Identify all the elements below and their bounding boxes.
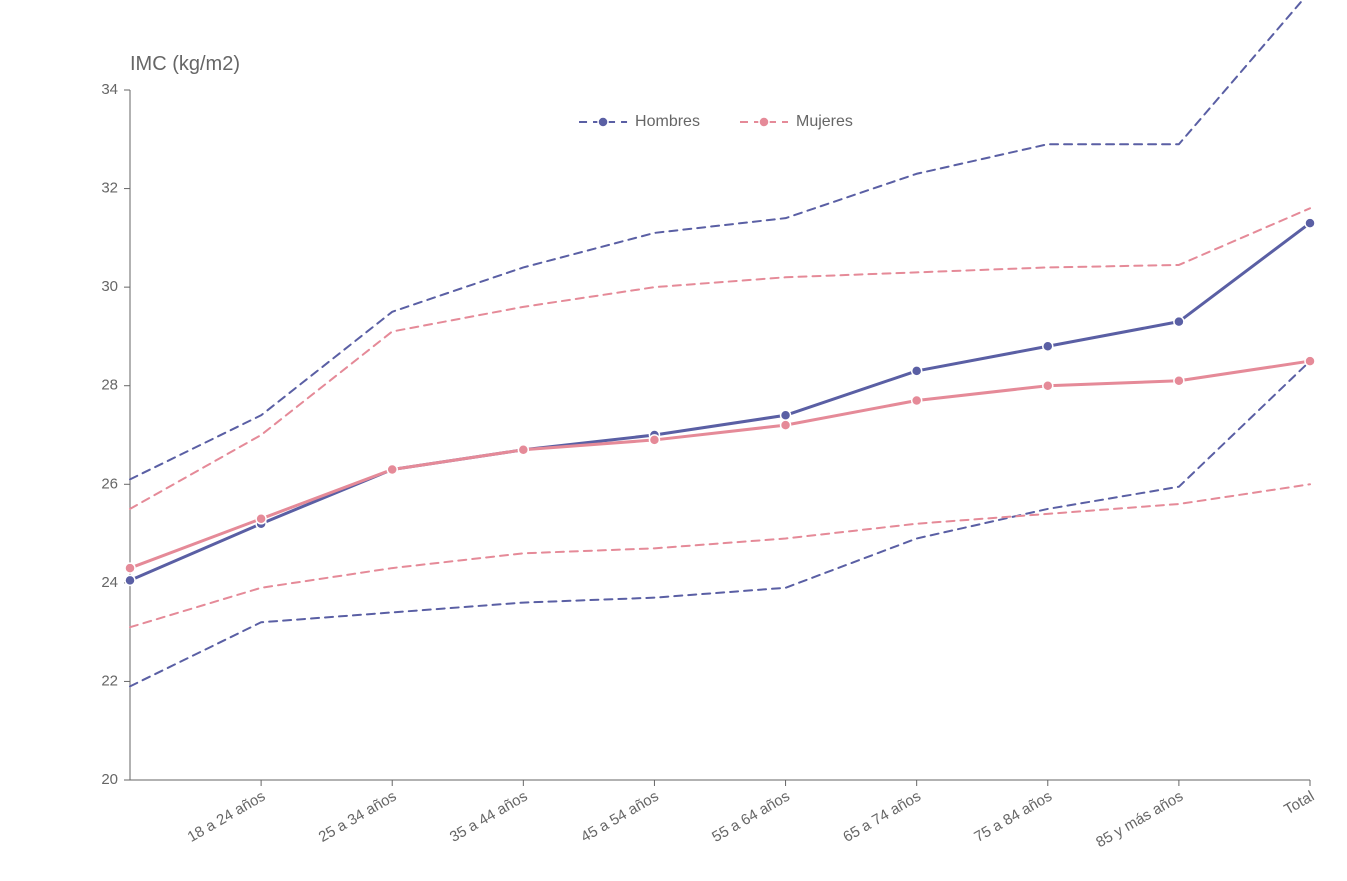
y-tick-label: 32 [101,180,118,197]
series-marker [649,435,659,445]
legend-swatch-marker [759,117,769,127]
series-marker [912,366,922,376]
y-tick-label: 34 [101,81,118,98]
series-marker [1043,341,1053,351]
legend-label: Mujeres [796,113,853,130]
chart-container: IMC (kg/m2)202224262830323418 a 24 años2… [0,0,1347,881]
series-marker [1043,381,1053,391]
series-marker [1174,376,1184,386]
series-marker [1174,317,1184,327]
y-tick-label: 20 [101,771,118,788]
series-marker [781,420,791,430]
chart-title: IMC (kg/m2) [130,53,240,75]
chart-svg: IMC (kg/m2)202224262830323418 a 24 años2… [0,0,1347,881]
series-marker [125,563,135,573]
series-marker [912,396,922,406]
y-tick-label: 24 [101,574,118,591]
y-tick-label: 26 [101,475,118,492]
y-tick-label: 28 [101,377,118,394]
series-marker [1305,218,1315,228]
y-tick-label: 22 [101,672,118,689]
series-marker [781,410,791,420]
series-marker [125,575,135,585]
y-tick-label: 30 [101,278,118,295]
series-marker [518,445,528,455]
series-marker [1305,356,1315,366]
series-marker [256,514,266,524]
legend-swatch-marker [598,117,608,127]
series-marker [387,465,397,475]
legend-label: Hombres [635,113,700,130]
